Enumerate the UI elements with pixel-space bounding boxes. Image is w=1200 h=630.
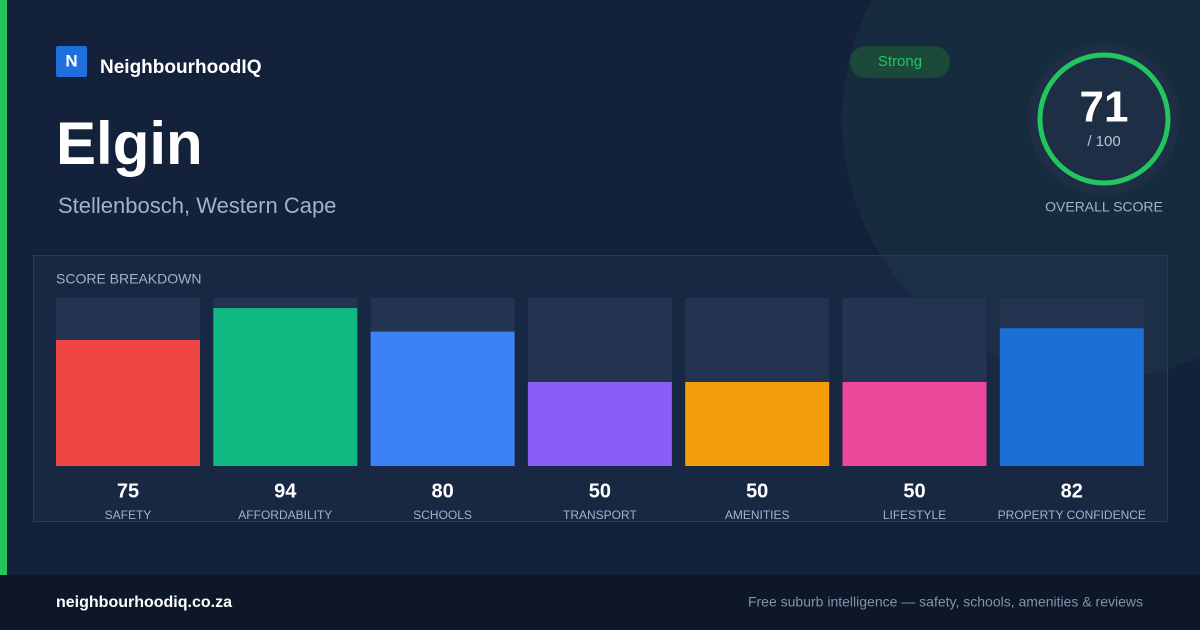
category-label: SCHOOLS [413,508,472,522]
overall-max: / 100 [1087,133,1120,150]
category-label: TRANSPORT [563,508,637,522]
value-label: 50 [903,480,925,502]
bar [370,331,515,466]
value-label: 75 [117,480,139,502]
location: Stellenbosch, Western Cape [58,193,336,218]
badge-text: Strong [878,53,922,70]
score-disc [1028,43,1180,195]
breakdown-title: SCORE BREAKDOWN [56,271,201,287]
bar [842,382,987,466]
category-label: AMENITIES [725,508,790,522]
bar [999,328,1144,466]
footer [0,575,1200,630]
bar [527,382,672,466]
accent-stripe [0,0,7,575]
value-label: 94 [274,480,297,502]
category-label: PROPERTY CONFIDENCE [998,508,1146,522]
overall-score: 71 [1080,83,1129,132]
category-label: AFFORDABILITY [238,508,332,522]
value-label: 50 [746,480,768,502]
bars: 75 SAFETY 94 AFFORDABILITY 80 SCHOOLS 50 TRANSP… [56,298,1146,522]
suburb-name: Elgin [56,110,203,177]
value-label: 50 [589,480,611,502]
bar [685,382,830,466]
footer-tagline: Free suburb intelligence — safety, schoo… [748,594,1143,610]
footer-domain: neighbourhoodiq.co.za [56,594,232,611]
badge [850,46,950,78]
bar [213,308,358,466]
logo-letter: N [65,51,77,70]
category-label: SAFETY [105,508,152,522]
brand-name: NeighbourhoodIQ [100,57,261,78]
category-label: LIFESTYLE [883,508,946,522]
bar [56,340,200,466]
score-ring [1037,52,1171,186]
value-label: 80 [431,480,453,502]
value-label: 82 [1061,480,1083,502]
overall-caption: OVERALL SCORE [1045,199,1163,215]
logo [56,46,87,77]
